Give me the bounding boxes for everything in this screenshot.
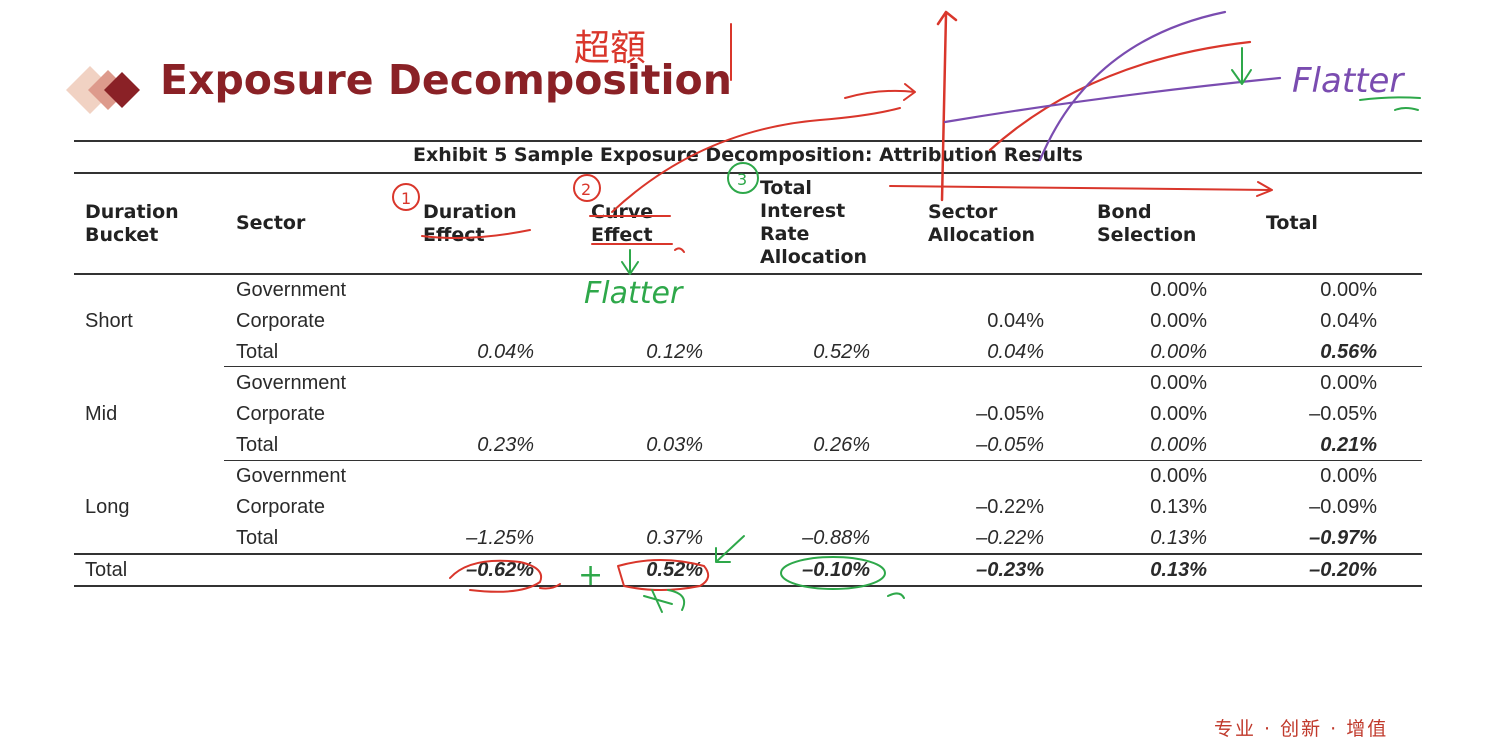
sector-cell: Total — [236, 341, 279, 363]
bond-selection-cell: 0.00% — [1150, 403, 1207, 425]
sector-cell: Corporate — [236, 403, 325, 425]
annotation-circle-2: 2 — [581, 180, 591, 199]
total-cell: –0.05% — [1309, 403, 1377, 425]
annotation-scribble — [643, 589, 686, 613]
total-ir-allocation-cell: 0.52% — [813, 341, 870, 363]
header-sector-allocation: Sector Allocation — [928, 201, 1036, 246]
bond-selection-cell: 0.00% — [1150, 465, 1207, 487]
red-yield-curve — [988, 40, 1252, 152]
footer-slogan: 专业 · 创新 · 增值 — [1214, 718, 1389, 740]
diamond-logo-icon — [66, 66, 140, 114]
page-title: Exposure Decomposition — [160, 56, 732, 104]
group-divider — [224, 460, 1422, 461]
circle-3-mark — [727, 162, 759, 194]
header-sector: Sector — [236, 212, 306, 234]
sector-allocation-cell: –0.22% — [976, 527, 1044, 549]
total-cell: –0.09% — [1309, 496, 1377, 518]
bond-selection-cell: 0.00% — [1150, 434, 1207, 456]
table-rule — [74, 585, 1422, 587]
bond-selection-cell: 0.00% — [1150, 279, 1207, 301]
sector-cell: Government — [236, 465, 347, 487]
group-divider — [224, 366, 1422, 367]
sector-allocation-cell: 0.04% — [987, 310, 1044, 332]
sector-allocation-cell: –0.05% — [976, 434, 1044, 456]
header-total-interest-rate-allocation: Total Interest Rate Allocation — [760, 177, 868, 268]
grand-total-curve-effect: 0.52% — [646, 559, 703, 581]
sector-cell: Total — [236, 434, 279, 456]
annotation-scribble — [887, 592, 905, 599]
total-ir-allocation-cell: –0.88% — [802, 527, 870, 549]
table-rule — [74, 273, 1422, 275]
sector-cell: Corporate — [236, 310, 325, 332]
total-cell: 0.00% — [1320, 372, 1377, 394]
grand-total-ir-allocation: –0.10% — [802, 559, 870, 581]
grand-total-duration-effect: –0.62% — [466, 559, 534, 581]
grand-total-sector-allocation: –0.23% — [976, 559, 1044, 581]
table-rule — [74, 172, 1422, 174]
bucket-label: Mid — [85, 403, 118, 425]
total-cell: 0.00% — [1320, 279, 1377, 301]
underline-mark — [1359, 96, 1421, 111]
header-duration-bucket: Duration Bucket — [85, 201, 179, 246]
total-cell: 0.21% — [1320, 434, 1377, 456]
table-caption: Exhibit 5 Sample Exposure Decomposition:… — [413, 144, 1083, 166]
header-curve-effect: Curve Effect — [591, 201, 654, 246]
header-bond-selection: Bond Selection — [1097, 201, 1197, 246]
duration-effect-cell: 0.04% — [477, 341, 534, 363]
total-cell: –0.97% — [1309, 527, 1377, 549]
duration-effect-cell: 0.23% — [477, 434, 534, 456]
green-down-arrow-icon — [621, 249, 639, 275]
total-cell: 0.00% — [1320, 465, 1377, 487]
bond-selection-cell: 0.13% — [1150, 527, 1207, 549]
duration-effect-cell: –1.25% — [466, 527, 534, 549]
sector-cell: Corporate — [236, 496, 325, 518]
annotation-flatter-green: Flatter — [584, 276, 684, 311]
bond-selection-cell: 0.00% — [1150, 372, 1207, 394]
sector-allocation-cell: 0.04% — [987, 341, 1044, 363]
grand-total-total: –0.20% — [1309, 559, 1377, 581]
bucket-label: Long — [85, 496, 130, 518]
curve-effect-cell: 0.37% — [646, 527, 703, 549]
slide-header: Exposure Decomposition — [40, 52, 900, 128]
purple-flat-curve — [943, 76, 1282, 124]
bond-selection-cell: 0.00% — [1150, 341, 1207, 363]
purple-steep-curve — [1038, 10, 1227, 162]
circle-1-mark — [392, 183, 420, 211]
header-total: Total — [1266, 212, 1318, 234]
curve-effect-cell: 0.03% — [646, 434, 703, 456]
x-axis-arrow-icon — [889, 181, 1273, 197]
table-rule — [74, 140, 1422, 142]
green-down-arrow-icon — [1231, 47, 1252, 85]
header-duration-effect: Duration Effect — [423, 201, 517, 246]
grand-total-label: Total — [85, 559, 128, 581]
bucket-label: Short — [85, 310, 133, 332]
circle-2-mark — [573, 174, 601, 202]
annotation-circle-1: 1 — [401, 189, 411, 208]
sector-cell: Government — [236, 372, 347, 394]
sector-allocation-cell: –0.22% — [976, 496, 1044, 518]
annotation-flatter-purple: Flatter — [1292, 61, 1405, 101]
sector-cell: Government — [236, 279, 347, 301]
curve-effect-cell: 0.12% — [646, 341, 703, 363]
sector-allocation-cell: –0.05% — [976, 403, 1044, 425]
bond-selection-cell: 0.13% — [1150, 496, 1207, 518]
grand-total-bond-selection: 0.13% — [1150, 559, 1207, 581]
total-cell: 0.04% — [1320, 310, 1377, 332]
total-cell: 0.56% — [1320, 341, 1377, 363]
table-rule — [74, 553, 1422, 555]
bond-selection-cell: 0.00% — [1150, 310, 1207, 332]
total-ir-allocation-cell: 0.26% — [813, 434, 870, 456]
sector-cell: Total — [236, 527, 279, 549]
